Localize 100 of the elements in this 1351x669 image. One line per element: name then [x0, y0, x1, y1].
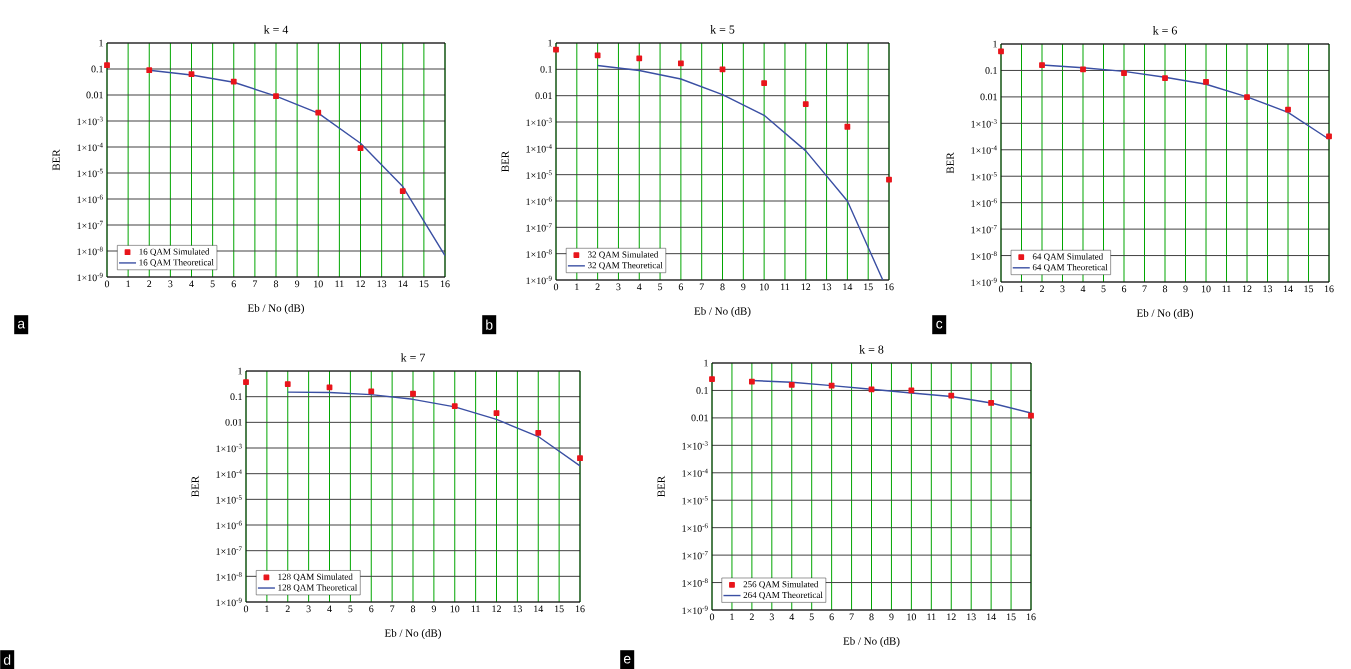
- point: [868, 386, 875, 393]
- x-tick-label: 3: [616, 283, 621, 291]
- legend-label: 128 QAM Simulated: [278, 573, 353, 582]
- y-axis-title: BER: [52, 149, 60, 171]
- x-tick-label: 12: [356, 280, 365, 288]
- x-tick-label: 4: [789, 613, 795, 621]
- point: [636, 55, 643, 62]
- text: a: [17, 320, 26, 329]
- y-tick-label: 1×10$^{-7}$: [526, 223, 552, 232]
- chart-title: k = 8: [859, 345, 884, 354]
- y-tick-label: 1×10$^{-9}$: [77, 272, 103, 282]
- point: [1028, 412, 1034, 419]
- x-tick-label: 14: [398, 280, 408, 288]
- x-tick-label: 11: [1222, 285, 1231, 293]
- x-tick-label: 1: [126, 280, 131, 288]
- point: [368, 388, 375, 395]
- y-tick-label: 1×10$^{-7}$: [216, 546, 242, 555]
- point: [315, 109, 322, 116]
- y-tick-label: 1×10$^{-6}$: [526, 196, 552, 206]
- y-tick-label: 1×10$^{-3}$: [77, 116, 103, 126]
- x-tick-label: 12: [801, 283, 811, 291]
- y-tick-label: 1×10$^{-3}$: [216, 443, 242, 453]
- y-tick-label: 1: [993, 40, 997, 48]
- y-tick-label: 0.1: [696, 387, 708, 394]
- x-tick-label: 0: [243, 605, 249, 613]
- x-tick-label: 10: [760, 283, 769, 291]
- y-tick-label: 1×10$^{-8}$: [526, 249, 552, 258]
- x-tick-label: 16: [440, 280, 450, 288]
- point: [1039, 62, 1045, 68]
- point: [357, 145, 364, 152]
- point: [948, 392, 955, 399]
- point: [886, 176, 892, 183]
- point: [1326, 133, 1332, 140]
- chart-title: k = 6: [1152, 26, 1177, 35]
- x-tick-label: 9: [1183, 285, 1188, 293]
- text: e: [623, 655, 631, 664]
- y-tick-label: 1×10$^{-3}$: [971, 119, 997, 128]
- y-tick-label: 1×10$^{-6}$: [216, 520, 242, 530]
- x-tick-label: 6: [231, 280, 236, 288]
- y-tick-label: 1×10$^{-8}$: [682, 578, 708, 587]
- x-tick-label: 1: [265, 605, 269, 613]
- x-axis-title: Eb / No (dB): [694, 307, 751, 317]
- x-tick-label: 8: [869, 613, 874, 621]
- x-tick-label: 3: [168, 280, 173, 288]
- point: [988, 400, 995, 406]
- x-tick-label: 5: [809, 613, 814, 621]
- x-axis-title: Eb / No (dB): [1136, 309, 1193, 319]
- y-tick-label: 0.01: [535, 92, 552, 100]
- x-tick-label: 5: [348, 605, 353, 613]
- x-tick-label: 13: [377, 280, 387, 288]
- point: [146, 67, 153, 74]
- x-tick-label: 6: [829, 613, 834, 621]
- y-tick-label: 0.1: [230, 393, 242, 401]
- x-tick-label: 7: [849, 613, 854, 621]
- point: [1203, 78, 1209, 85]
- point: [410, 390, 416, 397]
- x-tick-label: 4: [1080, 285, 1086, 293]
- y-tick-label: 1×10$^{-4}$: [682, 468, 708, 477]
- x-axis-title: Eb / No (dB): [384, 629, 441, 639]
- x-tick-label: 8: [720, 283, 725, 291]
- x-tick-label: 6: [1121, 285, 1127, 293]
- x-tick-label: 13: [967, 613, 976, 621]
- x-tick-label: 13: [1263, 285, 1273, 293]
- y-tick-label: 0.1: [91, 65, 103, 73]
- x-tick-label: 10: [907, 613, 916, 621]
- y-tick-label: 0.01: [691, 414, 708, 422]
- x-tick-label: 15: [1006, 613, 1016, 621]
- x-tick-label: 15: [864, 283, 873, 291]
- point: [594, 52, 601, 59]
- y-tick-label: 1×10$^{-4}$: [77, 142, 103, 152]
- chart-title: k = 7: [400, 353, 425, 362]
- legend-label: 264 QAM Theoretical: [743, 591, 823, 600]
- x-tick-label: 11: [927, 613, 936, 621]
- point: [828, 382, 835, 389]
- point: [1285, 106, 1291, 113]
- point: [1244, 94, 1250, 101]
- x-axis-title: Eb / No (dB): [247, 304, 304, 314]
- y-tick-label: 0.01: [225, 418, 242, 426]
- x-tick-label: 7: [699, 283, 704, 291]
- point: [535, 429, 542, 436]
- legend-label: 64 QAM Simulated: [1032, 253, 1104, 261]
- x-tick-label: 8: [1162, 285, 1168, 293]
- point: [1121, 70, 1127, 77]
- y-tick-label: 0.1: [540, 65, 552, 73]
- x-tick-label: 2: [595, 283, 600, 291]
- x-tick-label: 10: [314, 280, 323, 288]
- legend-label: 16 QAM Theoretical: [139, 259, 214, 267]
- x-tick-label: 16: [1026, 613, 1036, 621]
- y-tick-label: 0.01: [86, 91, 103, 99]
- y-tick-label: 1: [704, 359, 708, 367]
- legend-label: 32 QAM Theoretical: [588, 261, 663, 270]
- x-tick-label: 16: [575, 605, 585, 613]
- y-tick-label: 1×10$^{-9}$: [682, 605, 708, 615]
- x-tick-label: 5: [1101, 285, 1106, 293]
- x-tick-label: 16: [884, 283, 894, 291]
- y-tick-label: 1×10$^{-4}$: [216, 469, 242, 478]
- x-tick-label: 15: [1304, 285, 1314, 293]
- y-tick-label: 1: [99, 39, 103, 47]
- x-tick-label: 1: [575, 283, 579, 291]
- point: [399, 188, 406, 195]
